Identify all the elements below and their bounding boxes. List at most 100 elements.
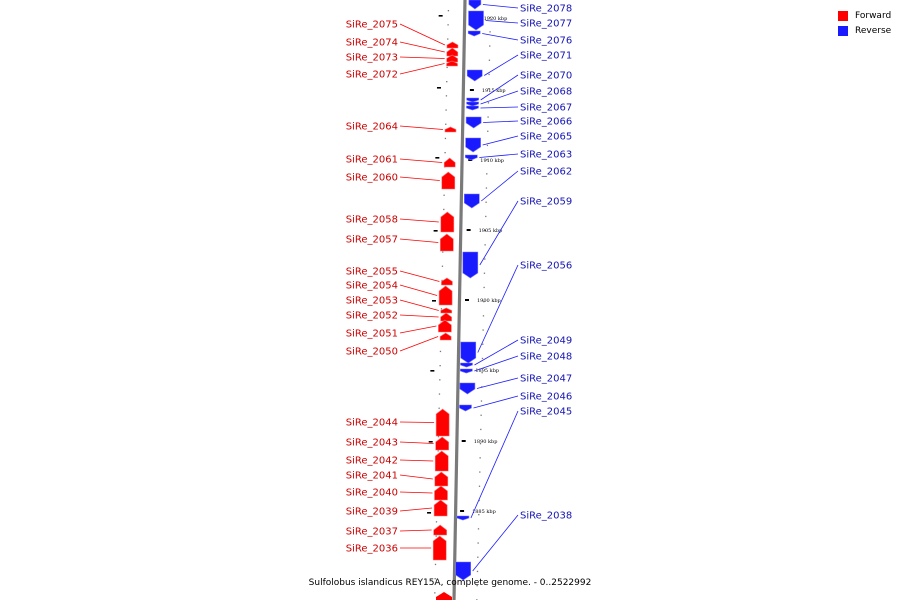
scale-dash (433, 230, 438, 232)
forward-leader (399, 474, 433, 480)
tick-mark (468, 159, 473, 161)
reverse-gene-label: SiRe_2078 (520, 4, 572, 15)
forward-leader (399, 176, 440, 181)
grid-dot (434, 578, 436, 580)
grid-dot (476, 585, 478, 587)
reverse-leader (472, 514, 519, 572)
reverse-gene (468, 0, 482, 10)
grid-dot (446, 81, 448, 83)
grid-dot (484, 244, 486, 246)
grid-dot (477, 528, 480, 530)
forward-gene (443, 157, 456, 168)
scale-dash (427, 512, 432, 514)
forward-gene (441, 171, 456, 190)
grid-dot (487, 130, 489, 132)
forward-gene (440, 312, 452, 322)
forward-gene (433, 499, 448, 517)
forward-gene (441, 277, 453, 286)
forward-gene-label: SiRe_2050 (346, 347, 398, 358)
forward-leader (399, 299, 439, 311)
grid-dot (486, 144, 489, 147)
grid-dot (444, 137, 447, 140)
reverse-gene (466, 97, 479, 103)
grid-dot (488, 59, 491, 61)
forward-gene-label: SiRe_2074 (346, 38, 398, 49)
forward-leader (399, 158, 443, 163)
reverse-leader (479, 153, 519, 158)
grid-dot (441, 279, 443, 282)
legend-reverse-swatch (838, 25, 848, 36)
forward-gene-label: SiRe_2053 (346, 296, 398, 307)
reverse-gene-label: SiRe_2049 (520, 336, 572, 347)
forward-gene (435, 408, 450, 437)
grid-dot (439, 379, 441, 381)
reverse-gene-label: SiRe_2068 (520, 87, 572, 98)
forward-leader (399, 284, 438, 296)
forward-gene-label: SiRe_2064 (346, 122, 398, 133)
forward-gene-label: SiRe_2051 (346, 329, 398, 340)
reverse-gene (456, 515, 470, 521)
reverse-leader (480, 74, 519, 101)
reverse-gene (462, 251, 479, 279)
forward-leader (399, 270, 440, 282)
grid-dot (444, 152, 446, 154)
forward-gene-label: SiRe_2036 (346, 544, 398, 555)
forward-gene (438, 319, 452, 333)
grid-dot (482, 343, 484, 345)
reverse-gene-label: SiRe_2077 (520, 19, 572, 30)
tick-label: 1900 kbp (477, 298, 501, 304)
grid-dot (479, 457, 481, 459)
grid-dot (443, 194, 445, 196)
forward-leader (399, 459, 434, 462)
grid-dot (489, 17, 492, 19)
grid-dot (476, 570, 479, 573)
tick-mark (469, 89, 474, 91)
legend-reverse-label: Reverse (855, 25, 892, 36)
forward-gene (440, 307, 453, 314)
grid-dot (478, 514, 480, 516)
forward-gene-label: SiRe_2041 (346, 471, 398, 482)
grid-dot (487, 116, 489, 118)
grid-dot (445, 95, 448, 97)
forward-gene-label: SiRe_2052 (346, 311, 398, 322)
grid-dot (478, 485, 481, 487)
reverse-gene-label: SiRe_2065 (520, 132, 572, 143)
reverse-gene (467, 30, 481, 37)
forward-gene-label: SiRe_2072 (346, 70, 398, 81)
reverse-leader (476, 377, 519, 389)
tick-label: 1920 kbp (484, 16, 508, 22)
grid-dot (442, 251, 444, 253)
forward-leader (399, 218, 439, 223)
reverse-leader (474, 355, 519, 372)
grid-dot (480, 414, 482, 416)
tick-mark (466, 229, 471, 231)
forward-gene (446, 54, 458, 63)
forward-gene-label: SiRe_2037 (346, 527, 398, 538)
grid-dot (435, 521, 438, 523)
grid-dot (486, 173, 488, 175)
tick-mark (461, 440, 466, 442)
reverse-leader (473, 395, 519, 409)
grid-dot (478, 499, 480, 502)
forward-gene-label: SiRe_2060 (346, 173, 398, 184)
grid-dot (485, 187, 488, 189)
forward-leader (399, 336, 439, 352)
grid-dot (484, 230, 487, 232)
reverse-gene (460, 341, 477, 364)
reverse-gene-label: SiRe_2047 (520, 374, 572, 385)
tick-label: 1890 kbp (474, 439, 498, 445)
grid-dot (439, 350, 442, 353)
forward-gene (440, 211, 455, 233)
forward-gene (434, 471, 449, 487)
grid-dot (447, 24, 449, 26)
reverse-gene-label: SiRe_2038 (520, 511, 572, 522)
grid-dot (483, 301, 485, 303)
forward-leader (399, 491, 433, 494)
tick-mark (460, 510, 465, 512)
forward-leader (399, 238, 439, 243)
forward-gene (433, 524, 447, 536)
forward-gene (440, 233, 454, 252)
grid-dot (483, 272, 486, 274)
forward-leader (399, 41, 445, 53)
reverse-gene (465, 154, 478, 161)
